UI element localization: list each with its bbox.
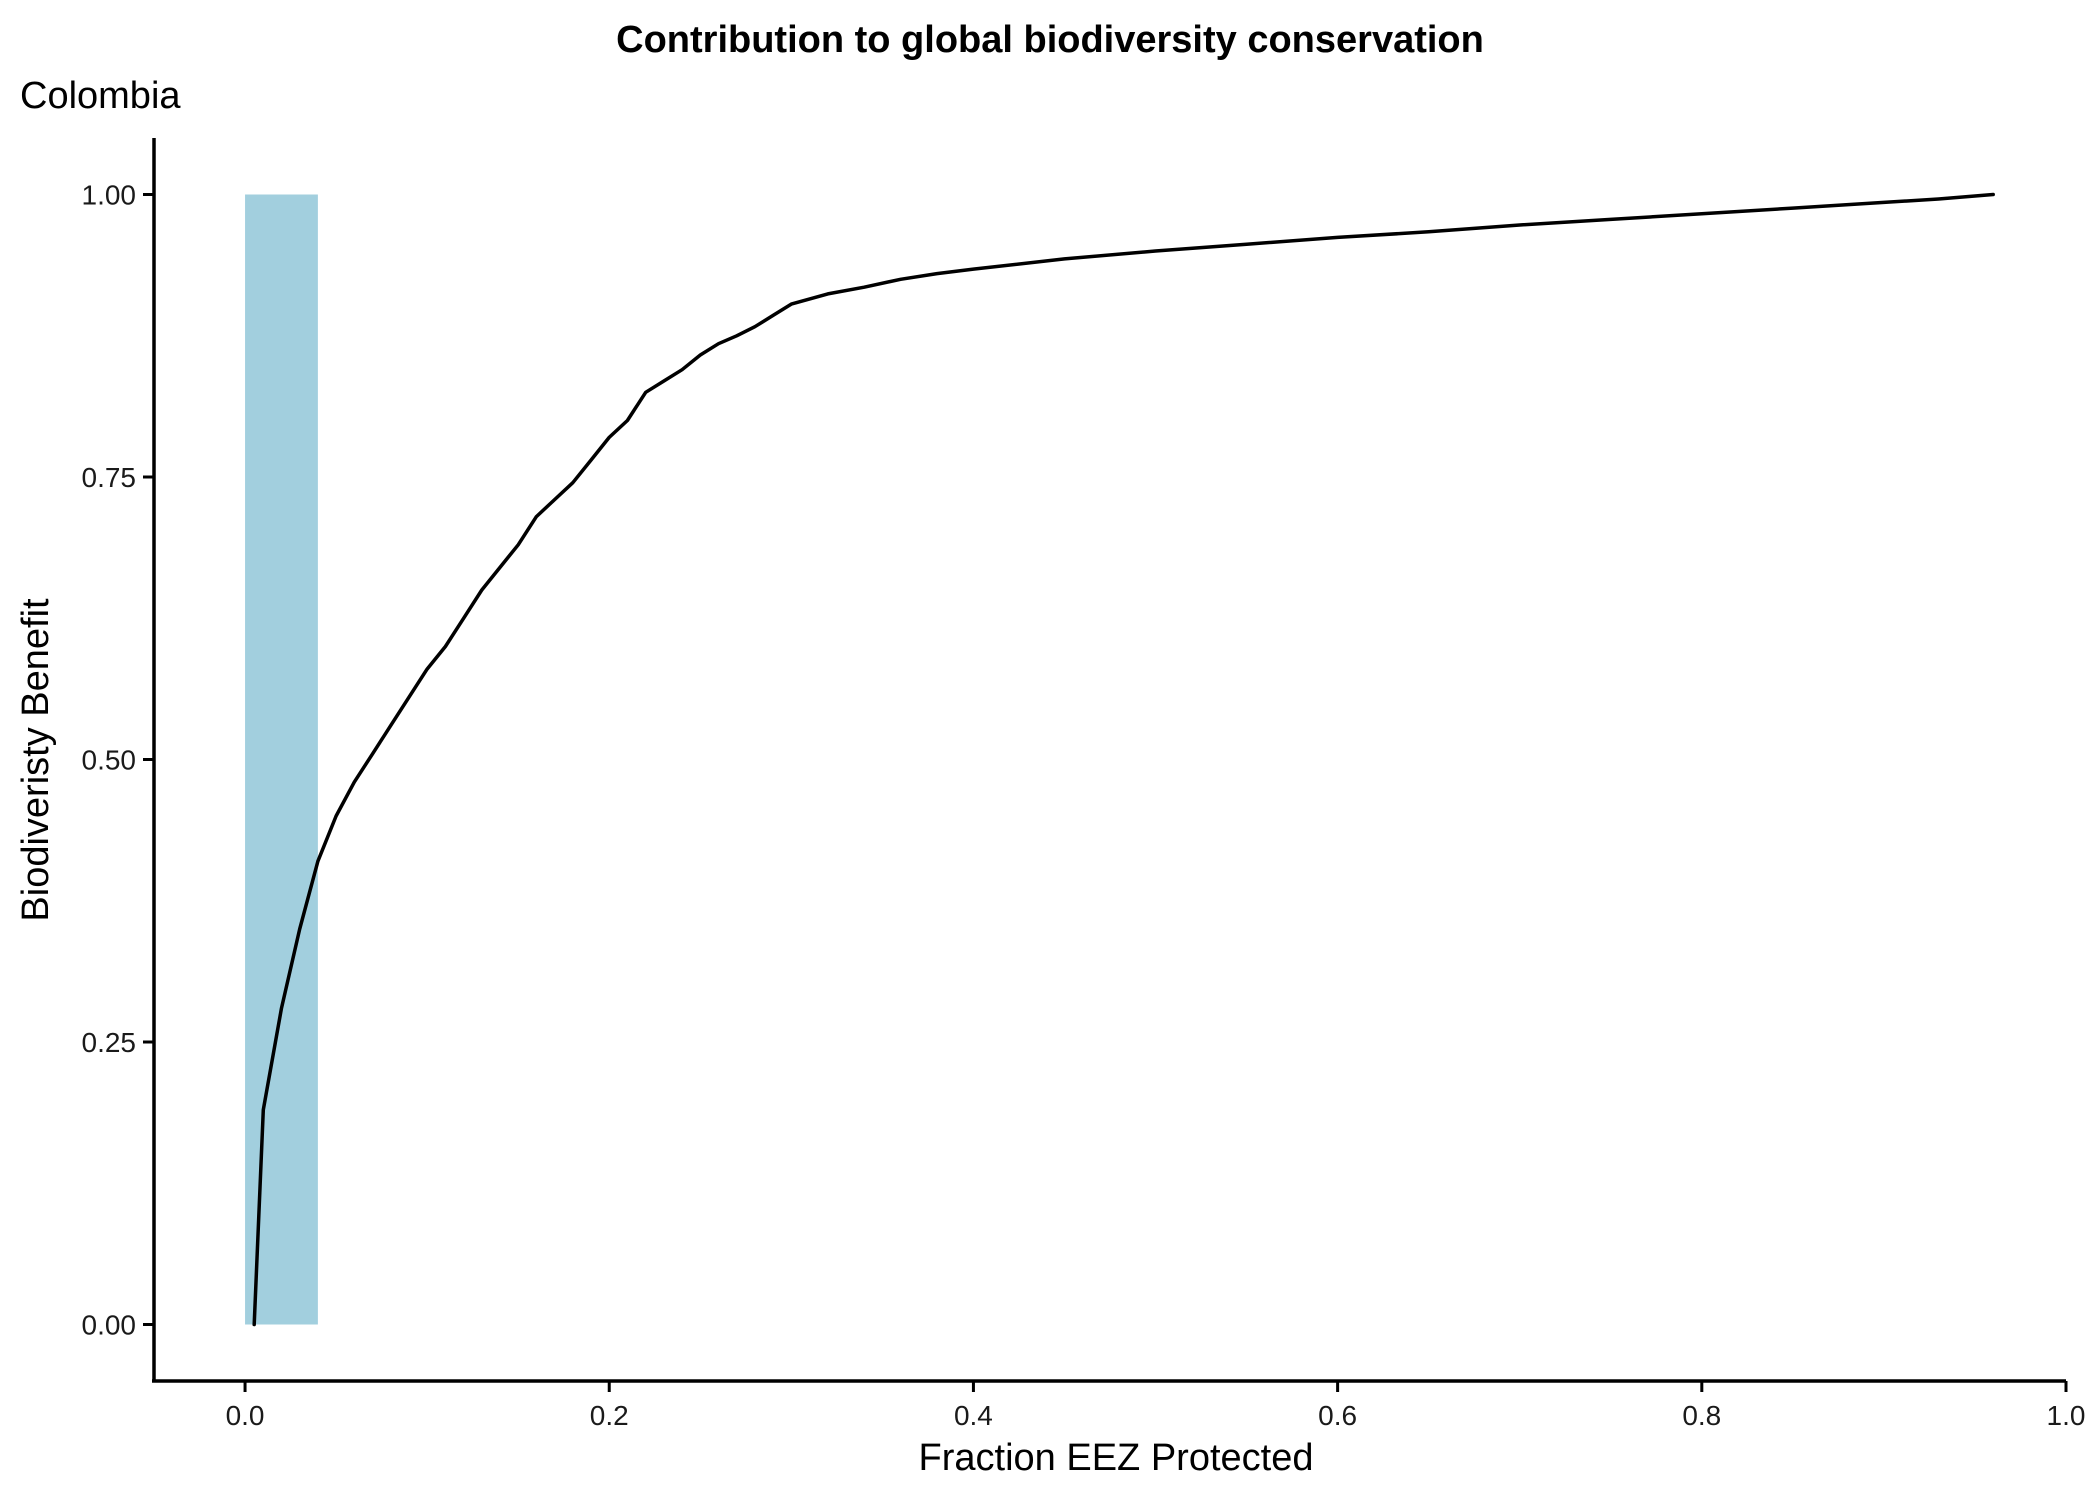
series-line-1: [252, 192, 1995, 1327]
x-axis-ticks: 0.0 0.2 0.4 0.6 0.8 1.0: [226, 1381, 2086, 1431]
highlight-band: [245, 194, 318, 1325]
x-tick-label: 0.4: [954, 1400, 993, 1431]
x-tick-label: 0.0: [226, 1400, 265, 1431]
y-tick-label: 0.50: [82, 745, 137, 776]
y-tick-label: 0.25: [82, 1027, 137, 1058]
x-tick-label: 0.6: [1318, 1400, 1357, 1431]
y-tick-label: 1.00: [82, 180, 137, 211]
plot-area: [245, 192, 1995, 1327]
chart-title: Contribution to global biodiversity cons…: [616, 19, 1484, 61]
x-tick-label: 1.0: [2047, 1400, 2086, 1431]
y-axis-title: Biodiveristy Benefit: [15, 598, 57, 922]
y-tick-label: 0.00: [82, 1310, 137, 1341]
x-tick-label: 0.8: [1682, 1400, 1721, 1431]
chart-subtitle: Colombia: [20, 75, 181, 117]
y-tick-label: 0.75: [82, 462, 137, 493]
x-tick-label: 0.2: [590, 1400, 629, 1431]
y-axis-ticks: 0.00 0.25 0.50 0.75 1.00: [82, 180, 154, 1341]
x-axis-title: Fraction EEZ Protected: [919, 1437, 1314, 1479]
